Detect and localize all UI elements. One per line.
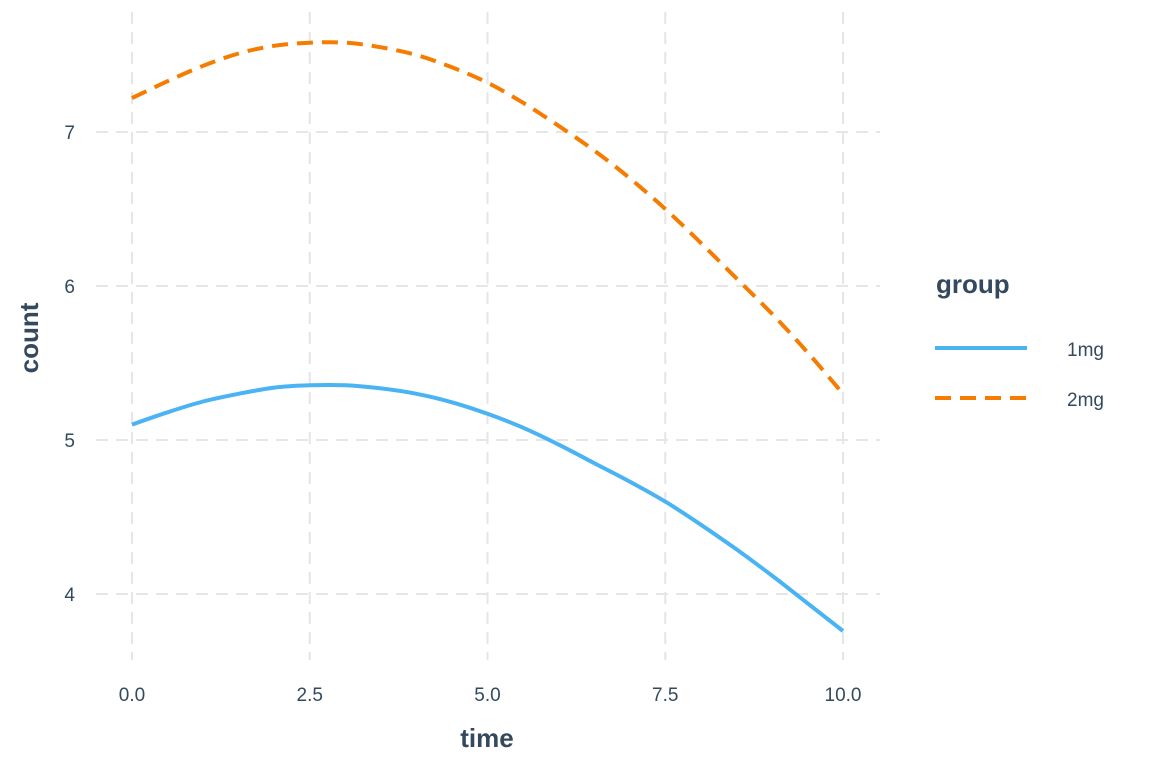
y-axis-title: count <box>14 302 44 373</box>
series-lines <box>131 40 845 633</box>
y-tick-label: 4 <box>64 585 75 606</box>
legend-label-1mg: 1mg <box>1067 340 1104 361</box>
x-axis-title: time <box>460 723 513 753</box>
x-tick-label: 2.5 <box>297 685 323 706</box>
x-axis-ticks: 0.0 2.5 5.0 7.5 10.0 <box>119 685 862 706</box>
y-tick-label: 5 <box>64 431 75 452</box>
grid <box>96 12 880 660</box>
series-line-1mg <box>131 382 845 633</box>
x-tick-label: 7.5 <box>652 685 678 706</box>
y-tick-label: 6 <box>64 277 75 298</box>
legend-title: group <box>936 269 1010 299</box>
x-tick-label: 10.0 <box>825 685 862 706</box>
x-tick-label: 0.0 <box>119 685 145 706</box>
y-tick-label: 7 <box>64 123 75 144</box>
series-line-2mg <box>131 40 845 396</box>
y-axis-ticks: 4 5 6 7 <box>64 123 75 606</box>
legend-label-2mg: 2mg <box>1067 390 1104 411</box>
legend: group 1mg 2mg <box>935 269 1104 411</box>
x-tick-label: 5.0 <box>474 685 500 706</box>
